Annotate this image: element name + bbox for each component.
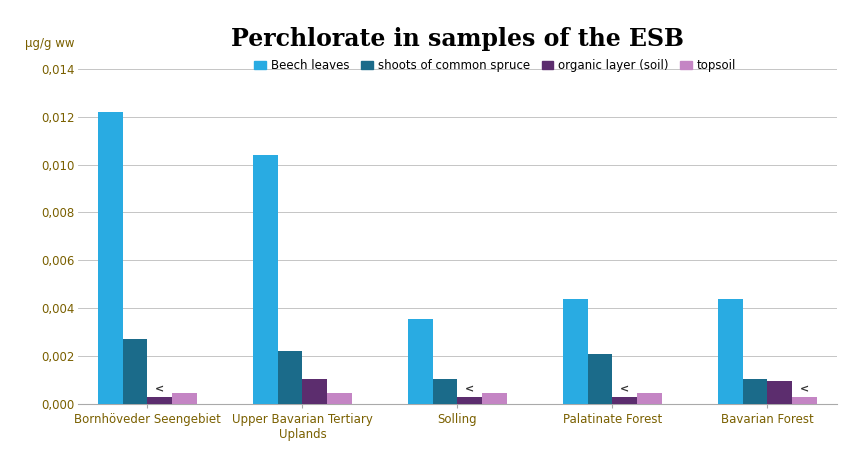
Bar bbox=[302, 379, 327, 404]
Bar bbox=[173, 393, 197, 404]
Text: μg/g ww: μg/g ww bbox=[24, 37, 74, 50]
Bar bbox=[613, 397, 637, 404]
Legend: Beech leaves, shoots of common spruce, organic layer (soil), topsoil: Beech leaves, shoots of common spruce, o… bbox=[255, 59, 736, 72]
Bar bbox=[457, 397, 482, 404]
Bar bbox=[98, 112, 123, 404]
Title: Perchlorate in samples of the ESB: Perchlorate in samples of the ESB bbox=[231, 27, 683, 51]
Bar bbox=[718, 298, 742, 404]
Text: <: < bbox=[465, 384, 475, 394]
Bar bbox=[123, 339, 148, 404]
Bar bbox=[278, 351, 302, 404]
Bar bbox=[408, 319, 432, 404]
Bar bbox=[637, 393, 662, 404]
Text: <: < bbox=[620, 384, 629, 394]
Text: <: < bbox=[800, 384, 809, 394]
Bar bbox=[588, 353, 613, 404]
Bar bbox=[327, 393, 352, 404]
Bar bbox=[563, 298, 588, 404]
Text: <: < bbox=[155, 384, 165, 394]
Bar bbox=[767, 381, 792, 404]
Bar bbox=[148, 397, 173, 404]
Bar bbox=[482, 393, 507, 404]
Bar bbox=[742, 379, 767, 404]
Bar bbox=[792, 397, 817, 404]
Bar bbox=[253, 155, 278, 404]
Bar bbox=[432, 379, 457, 404]
